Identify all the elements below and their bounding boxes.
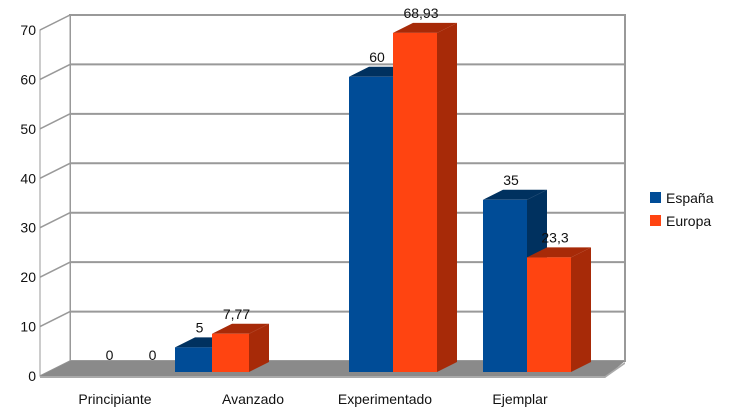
legend-label: Europa	[666, 213, 711, 229]
legend-swatch-0	[650, 192, 661, 203]
data-label: 60	[369, 49, 385, 65]
y-tick-label: 70	[20, 22, 36, 38]
x-tick-label: Experimentado	[338, 391, 432, 407]
bar-side	[571, 247, 591, 372]
bar-españa-experimentado	[349, 76, 393, 373]
gridline-side	[39, 162, 71, 179]
data-label: 0	[106, 347, 114, 363]
bar-europa-avanzado	[212, 333, 249, 372]
gridline-side	[39, 212, 71, 229]
legend-swatch-1	[650, 215, 661, 226]
bar-side	[437, 22, 457, 372]
gridline-side	[39, 113, 71, 130]
x-tick-label: Principiante	[78, 391, 151, 407]
y-tick-label: 20	[20, 269, 36, 285]
bar-españa-avanzado	[175, 347, 212, 372]
y-tick-label: 50	[20, 121, 36, 137]
bar-europa-ejemplar	[527, 257, 571, 372]
y-tick-label: 40	[20, 170, 36, 186]
bar-europa-experimentado	[393, 32, 437, 372]
data-label: 0	[149, 347, 157, 363]
data-label: 5	[196, 319, 204, 335]
data-label: 68,93	[403, 5, 438, 21]
bar-side	[249, 323, 269, 372]
y-tick-label: 60	[20, 71, 36, 87]
data-label: 35	[503, 172, 519, 188]
gridline-side	[39, 63, 71, 81]
x-tick-label: Ejemplar	[492, 391, 548, 407]
floor-edge	[40, 362, 625, 378]
bar-top	[393, 22, 457, 33]
legend-label: España	[666, 190, 714, 206]
x-tick-label: Avanzado	[222, 391, 284, 407]
gridline-side	[39, 14, 71, 31]
data-label: 7,77	[223, 306, 250, 322]
data-label: 23,3	[541, 229, 568, 245]
bar-top	[483, 189, 547, 200]
bar-top	[527, 247, 591, 258]
y-tick-label: 10	[20, 319, 36, 335]
side-wall	[39, 14, 71, 377]
bar-españa-ejemplar	[483, 199, 527, 372]
y-tick-label: 30	[20, 220, 36, 236]
bar-top	[212, 323, 269, 334]
gridline-side	[39, 261, 71, 278]
y-tick-label: 0	[28, 368, 36, 384]
gridline-side	[39, 310, 71, 328]
